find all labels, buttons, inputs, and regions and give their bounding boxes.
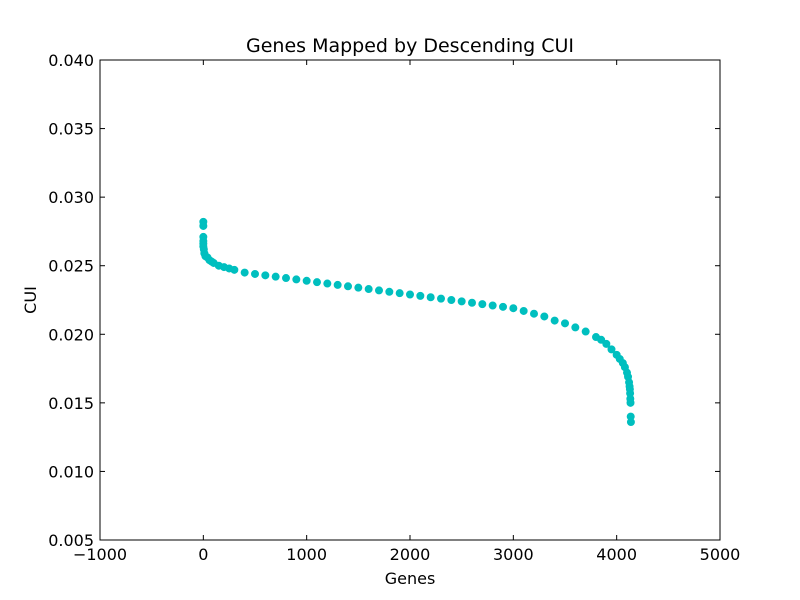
data-point bbox=[437, 294, 445, 303]
data-point bbox=[581, 327, 590, 336]
data-point bbox=[292, 275, 301, 284]
data-point bbox=[602, 339, 611, 348]
y-tick-label: 0.025 bbox=[48, 257, 94, 276]
data-point bbox=[313, 278, 321, 287]
x-tick-label: 1000 bbox=[286, 545, 327, 564]
data-point bbox=[509, 304, 518, 313]
data-point bbox=[561, 319, 569, 328]
data-point bbox=[468, 298, 476, 307]
y-axis-label: CUI bbox=[21, 286, 40, 314]
data-point bbox=[457, 297, 466, 306]
data-point bbox=[499, 302, 507, 311]
data-point bbox=[333, 280, 342, 289]
data-point bbox=[416, 291, 425, 300]
data-point bbox=[385, 287, 394, 296]
data-point bbox=[597, 335, 606, 344]
data-point bbox=[607, 345, 616, 354]
x-tick-label: 2000 bbox=[390, 545, 431, 564]
data-points bbox=[199, 217, 635, 427]
data-point bbox=[282, 274, 290, 283]
data-point bbox=[271, 272, 280, 281]
y-tick-label: 0.040 bbox=[48, 51, 94, 70]
data-point bbox=[447, 296, 456, 304]
data-point bbox=[354, 283, 363, 292]
data-point bbox=[571, 323, 580, 332]
data-point bbox=[230, 265, 239, 274]
data-point bbox=[302, 276, 311, 285]
x-tick-label: 0 bbox=[198, 545, 208, 564]
x-axis-label: Genes bbox=[385, 569, 436, 588]
x-tick-label: 5000 bbox=[700, 545, 741, 564]
data-point bbox=[199, 221, 208, 230]
data-point bbox=[550, 316, 559, 325]
data-point bbox=[519, 306, 528, 315]
data-point bbox=[426, 293, 435, 302]
data-point bbox=[626, 418, 635, 427]
x-tick-label: −1000 bbox=[73, 545, 127, 564]
y-tick-label: 0.005 bbox=[48, 531, 94, 550]
data-point bbox=[261, 271, 270, 280]
data-point bbox=[488, 301, 497, 310]
data-point bbox=[323, 279, 332, 288]
data-point bbox=[375, 286, 383, 295]
y-tick-label: 0.035 bbox=[48, 120, 94, 139]
data-point bbox=[251, 269, 259, 278]
data-point bbox=[364, 285, 373, 294]
data-point bbox=[406, 290, 414, 299]
data-point bbox=[478, 300, 487, 309]
data-point bbox=[395, 289, 404, 298]
data-point bbox=[540, 312, 549, 321]
y-tick-label: 0.030 bbox=[48, 188, 94, 207]
x-axis-ticks: −1000 0 1000 2000 3000 4000 5000 bbox=[73, 60, 740, 564]
y-tick-label: 0.020 bbox=[48, 325, 94, 344]
data-point bbox=[530, 309, 538, 318]
data-point bbox=[344, 282, 352, 291]
x-tick-label: 3000 bbox=[493, 545, 534, 564]
data-point bbox=[240, 268, 249, 277]
data-point bbox=[626, 398, 635, 407]
x-tick-label: 4000 bbox=[596, 545, 637, 564]
y-tick-label: 0.010 bbox=[48, 462, 94, 481]
y-tick-label: 0.015 bbox=[48, 394, 94, 413]
y-axis-ticks: 0.005 0.010 0.015 0.020 0.025 0.030 0.035 0.040 bbox=[48, 51, 720, 550]
chart-title: Genes Mapped by Descending CUI bbox=[246, 35, 574, 57]
